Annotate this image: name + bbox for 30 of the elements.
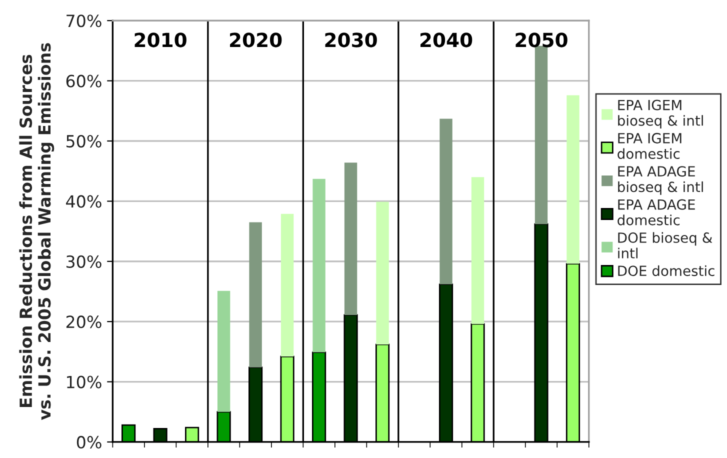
legend-label: DOE domestic — [618, 265, 714, 276]
legend-label: EPA ADAGE bioseq & intl — [618, 166, 703, 195]
y-axis-title: Emission Reductions from All Sources vs. U.S. 2005 Global Warming Emissions — [19, 43, 54, 420]
annotation: 2020 — [230, 32, 282, 48]
y-tick-label: 60% — [66, 74, 102, 88]
annotation: 2040 — [420, 32, 472, 48]
bar — [566, 95, 580, 264]
y-tick-label: 0% — [76, 436, 102, 449]
annotation: 2030 — [325, 32, 377, 48]
legend-label: DOE bioseq & intl — [618, 232, 712, 258]
legend-label: EPA IGEM bioseq & intl — [618, 100, 703, 129]
annotation: 2050 — [516, 32, 568, 48]
y-tick-label: 10% — [67, 376, 102, 388]
annotation: 2010 — [134, 32, 186, 48]
y-tick-label: 20% — [66, 316, 102, 328]
y-tick-label: 70% — [66, 14, 102, 28]
bar — [249, 222, 262, 368]
y-tick-label: 40% — [66, 195, 102, 208]
y-tick-label: 50% — [66, 134, 102, 148]
bar — [217, 290, 230, 412]
legend-label: EPA ADAGE domestic — [618, 199, 695, 226]
y-tick-label: 30% — [66, 255, 102, 268]
bar — [471, 177, 484, 324]
bar — [280, 214, 294, 356]
bar — [312, 178, 326, 352]
bar — [534, 46, 548, 224]
bar — [344, 162, 358, 315]
legend-label: EPA IGEM domestic — [618, 132, 682, 159]
bar — [440, 118, 452, 284]
bar — [376, 202, 389, 344]
